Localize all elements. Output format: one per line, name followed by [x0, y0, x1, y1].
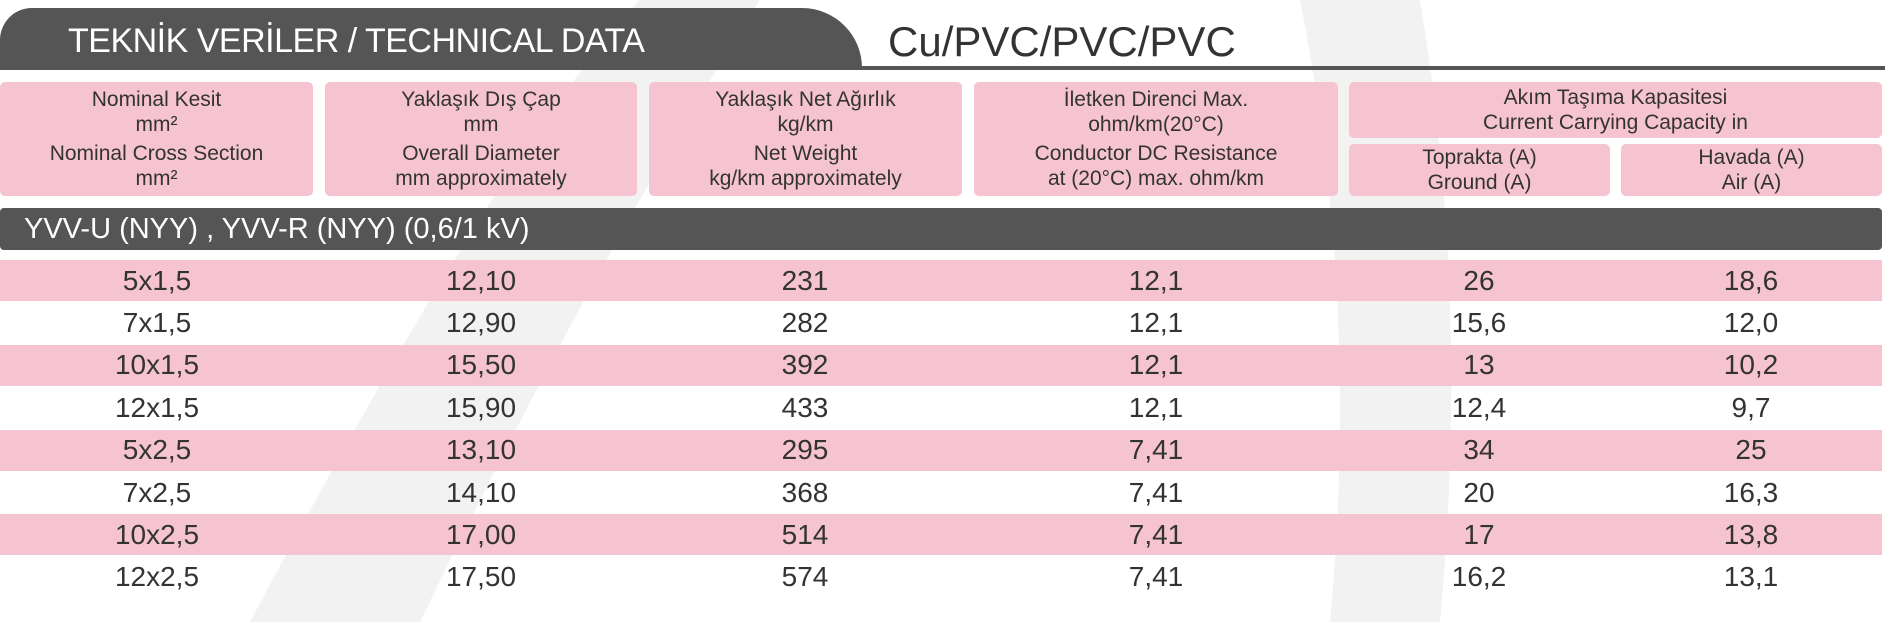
header-line: Toprakta (A): [1422, 146, 1537, 169]
row-band: [0, 260, 1882, 301]
title-tab: [0, 8, 862, 70]
table-cell: 574: [781, 561, 829, 593]
header-cell: Havada (A) Air (A): [1621, 144, 1882, 196]
table-cell: 12,0: [1723, 306, 1779, 338]
table-cell: 12,1: [1128, 264, 1184, 296]
table-cell: 5x2,5: [122, 434, 192, 466]
table-cell: 14,10: [445, 476, 517, 508]
table-cell: 10x1,5: [114, 349, 200, 381]
table-cell: 392: [781, 349, 829, 381]
table-cell: 26: [1463, 264, 1495, 296]
table-cell: 7,41: [1128, 561, 1184, 593]
header-line: ohm/km(20°C): [1088, 113, 1224, 136]
table-cell: 7,41: [1128, 476, 1184, 508]
table-cell: 7,41: [1128, 518, 1184, 550]
section-bar: YVV-U (NYY) , YVV-R (NYY) (0,6/1 kV): [0, 208, 1882, 250]
header-line: mm approximately: [395, 167, 567, 190]
table-cell: 16,3: [1723, 476, 1779, 508]
header-line: Overall Diameter: [402, 142, 560, 165]
header-cell: Yaklaşık Dış Çap mm Overall Diameter mm app…: [325, 82, 637, 196]
table-cell: 12,4: [1451, 391, 1507, 423]
header-line: mm²: [135, 167, 178, 190]
header-line: kg/km approximately: [709, 167, 902, 190]
table-cell: 514: [781, 518, 829, 550]
table-cell: 9,7: [1731, 391, 1771, 423]
table-cell: 231: [781, 264, 829, 296]
header-line: at (20°C) max. ohm/km: [1047, 167, 1265, 190]
table-cell: 17,50: [445, 561, 517, 593]
table-cell: 7,41: [1128, 434, 1184, 466]
header-line: mm²: [135, 113, 178, 136]
table-cell: 17,00: [445, 518, 517, 550]
table-cell: 5x1,5: [122, 264, 192, 296]
header-line: Current Carrying Capacity in: [1483, 111, 1748, 134]
table-cell: 12,1: [1128, 349, 1184, 381]
table-cell: 282: [781, 306, 829, 338]
header-line: Net Weight: [753, 142, 858, 165]
table-cell: 295: [781, 434, 829, 466]
header-line: Yaklaşık Net Ağırlık: [715, 88, 896, 111]
table-cell: 12x2,5: [114, 561, 200, 593]
header-line: Havada (A): [1698, 146, 1805, 169]
table-cell: 34: [1463, 434, 1495, 466]
header-cell: Nominal Kesit mm² Nominal Cross Section mm²: [0, 82, 313, 196]
table-cell: 12x1,5: [114, 391, 200, 423]
table-cell: 20: [1463, 476, 1495, 508]
header-line: mm: [463, 113, 499, 136]
table-cell: 13,1: [1723, 561, 1779, 593]
table-cell: 12,10: [445, 264, 517, 296]
header-cell: İletken Direnci Max. ohm/km(20°C) Conducto…: [974, 82, 1338, 196]
table-cell: 15,90: [445, 391, 517, 423]
table-cell: 16,2: [1451, 561, 1507, 593]
table-cell: 433: [781, 391, 829, 423]
header-rule: [862, 66, 1885, 70]
table-cell: 368: [781, 476, 829, 508]
table-cell: 10x2,5: [114, 518, 200, 550]
group-header-cell: Akım Taşıma Kapasitesi Current Carrying C…: [1349, 82, 1882, 138]
header-line: Nominal Kesit: [91, 88, 222, 111]
table-cell: 7x1,5: [122, 306, 192, 338]
table-cell: 15,50: [445, 349, 517, 381]
header-line: Ground (A): [1427, 171, 1532, 194]
table-cell: 18,6: [1723, 264, 1779, 296]
table-cell: 10,2: [1723, 349, 1779, 381]
header-line: Air (A): [1721, 171, 1782, 194]
row-band: [0, 429, 1882, 471]
table-cell: 13,8: [1723, 518, 1779, 550]
header-line: Yaklaşık Dış Çap: [401, 88, 561, 111]
table-cell: 17: [1463, 518, 1495, 550]
header-line: İletken Direnci Max.: [1063, 88, 1249, 111]
table-cell: 7x2,5: [122, 476, 192, 508]
table-cell: 12,1: [1128, 391, 1184, 423]
header-line: kg/km: [777, 113, 834, 136]
subtitle: Cu/PVC/PVC/PVC: [888, 18, 1236, 65]
table-cell: 13,10: [445, 434, 517, 466]
table-cell: 12,90: [445, 306, 517, 338]
table-cell: 13: [1463, 349, 1495, 381]
row-band: [0, 514, 1882, 556]
title: TEKNİK VERİLER / TECHNICAL DATA: [68, 22, 645, 60]
header-line: Nominal Cross Section: [49, 142, 264, 165]
header-cell: Yaklaşık Net Ağırlık kg/km Net Weight kg/km…: [649, 82, 962, 196]
table-cell: 25: [1735, 434, 1767, 466]
header-line: Akım Taşıma Kapasitesi: [1503, 86, 1728, 109]
row-band: [0, 344, 1882, 386]
header-line: Conductor DC Resistance: [1034, 142, 1278, 165]
header-cell: Toprakta (A) Ground (A): [1349, 144, 1610, 196]
table-cell: 12,1: [1128, 306, 1184, 338]
table-cell: 15,6: [1451, 306, 1507, 338]
